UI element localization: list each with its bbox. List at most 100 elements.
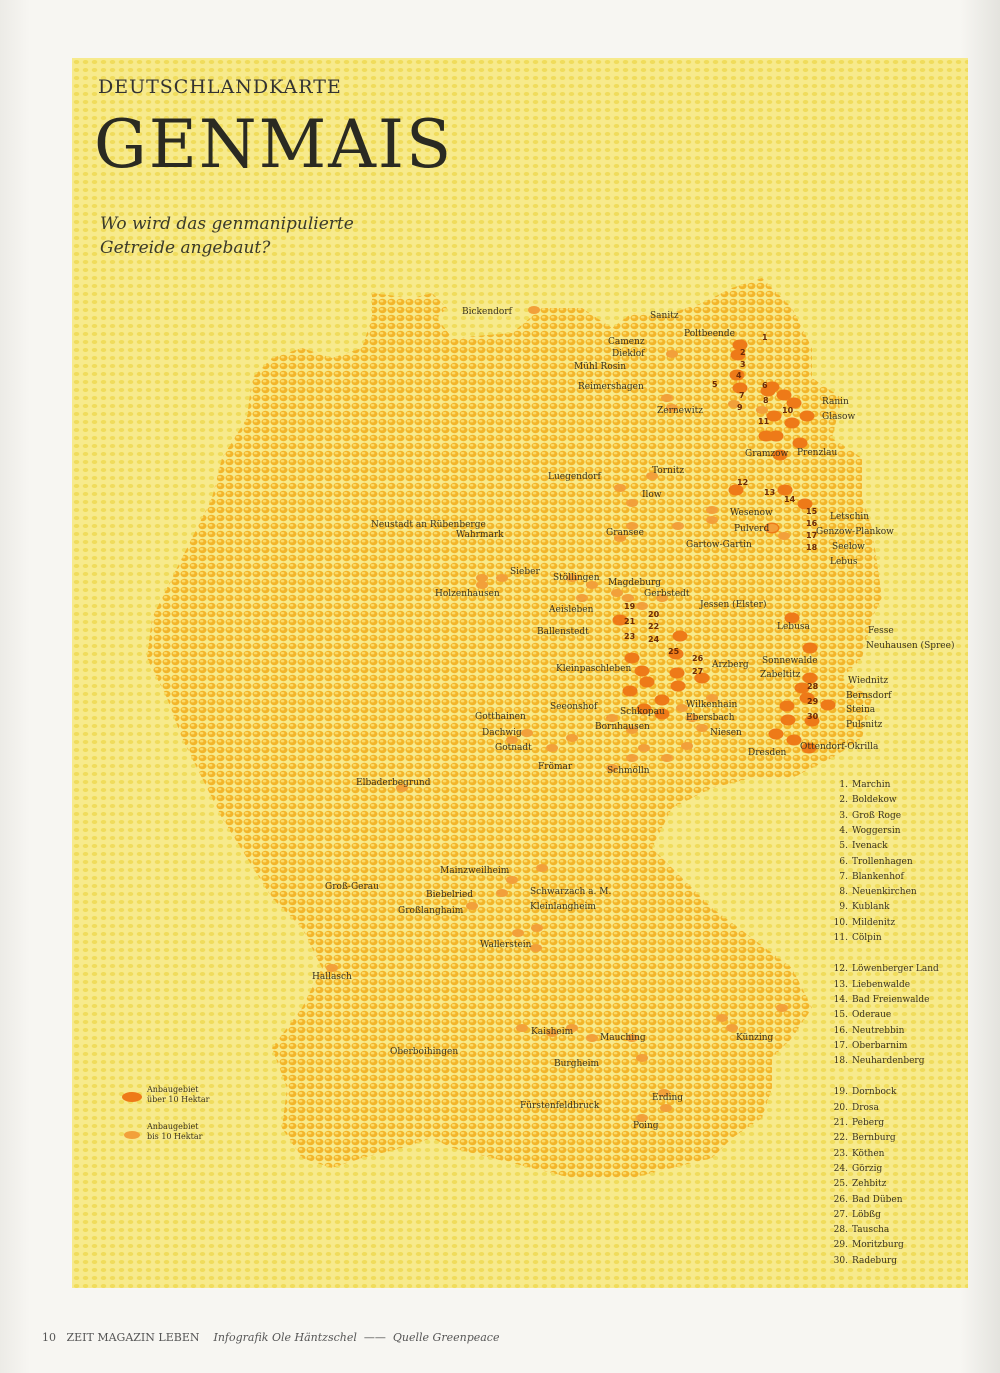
legend-item-name: Bernburg (852, 1133, 896, 1144)
legend-item-name: Bad Düben (852, 1194, 903, 1205)
legend-item: 19. Dornbock (826, 1087, 897, 1098)
legend-item-name: Zehbitz (852, 1179, 887, 1190)
place-label: Sieber (510, 567, 540, 577)
area-marker (546, 744, 558, 752)
area-marker (766, 524, 778, 532)
area-marker (622, 685, 638, 697)
marker-number: 19 (624, 602, 636, 611)
area-marker (802, 672, 818, 684)
place-label: Jessen (Elster) (700, 600, 767, 610)
place-label: Seeonshof (550, 702, 598, 712)
place-label: Biebelried (426, 890, 474, 900)
marker-number: 27 (692, 667, 703, 676)
area-marker (784, 417, 800, 429)
legend-item: 27. Löbßg (826, 1210, 881, 1221)
area-marker (764, 381, 780, 393)
area-marker (661, 754, 673, 762)
area-marker (804, 715, 820, 727)
legend-item-name: Löbßg (852, 1209, 881, 1220)
legend-item-number: 30. (833, 1255, 848, 1266)
place-label: Oberboihingen (390, 1047, 459, 1057)
area-marker (636, 703, 652, 715)
area-marker (780, 714, 796, 726)
marker-number: 29 (807, 697, 819, 706)
legend-item-number: 19. (833, 1087, 848, 1098)
area-marker (668, 648, 684, 660)
legend-item-name: Neuhardenberg (852, 1056, 925, 1067)
marker-number: 10 (782, 406, 794, 415)
subtitle-line-2: Getreide angebaut? (100, 238, 271, 258)
area-marker (776, 389, 792, 401)
marker-number: 14 (784, 495, 796, 504)
legend-item-number: 11. (833, 933, 848, 943)
legend-item-name: Dornbock (852, 1087, 897, 1098)
legend-item: 13. Liebenwalde (826, 980, 910, 991)
area-marker (776, 1004, 788, 1012)
place-label: Ilow (642, 490, 662, 500)
place-label: Seelow (832, 542, 865, 552)
marker-number: 18 (806, 543, 818, 552)
place-label: Schmölln (607, 766, 650, 776)
place-label: Dresden (748, 748, 787, 758)
legend-item-number: 1. (839, 780, 848, 790)
legend-item-number: 5. (839, 841, 848, 852)
area-marker (672, 630, 688, 642)
area-marker (694, 672, 710, 684)
marker-number: 4 (736, 371, 742, 380)
credit: Infografik Ole Häntzschel (213, 1331, 357, 1344)
marker-number: 13 (764, 488, 775, 497)
area-marker (777, 484, 793, 496)
kicker: DEUTSCHLANDKARTE (98, 76, 342, 98)
place-label: Genzow-Plankow (816, 527, 894, 537)
place-label: Bornhausen (595, 722, 650, 732)
magazine-name: ZEIT MAGAZIN LEBEN (66, 1331, 200, 1344)
large-area-label-2: über 10 Hektar (147, 1095, 210, 1104)
marker-number: 3 (740, 360, 746, 369)
place-label: Frömar (538, 762, 573, 772)
legend-item: 15. Oderaue (826, 1010, 892, 1021)
marker-number: 17 (806, 531, 817, 540)
subtitle-line-1: Wo wird das genmanipulierte (100, 214, 354, 234)
place-label: Pulverd (734, 524, 770, 534)
legend-item: 5. Ivenack (826, 841, 887, 852)
area-marker (476, 574, 488, 582)
area-marker (794, 682, 810, 694)
area-marker (670, 680, 686, 692)
legend-item-name: Marchin (852, 780, 891, 790)
place-label: Gartow-Gartin (686, 540, 752, 550)
source: Quelle Greenpeace (392, 1331, 500, 1344)
legend-item-number: 6. (839, 856, 848, 867)
area-marker (732, 339, 748, 351)
small-area-label-1: Anbaugebiet (147, 1122, 199, 1131)
area-marker (666, 404, 678, 412)
area-marker (586, 581, 598, 589)
place-label: Gerbstedt (644, 589, 690, 599)
area-marker (696, 724, 708, 732)
place-label: Erding (652, 1093, 684, 1103)
area-marker (476, 581, 488, 589)
marker-number: 23 (624, 632, 635, 641)
legend-item: 14. Bad Freienwalde (826, 995, 930, 1006)
legend-item: 7. Blankenhof (826, 872, 903, 883)
legend-item-number: 15. (833, 1010, 848, 1021)
place-label: Reimershagen (578, 382, 644, 392)
area-marker (611, 589, 623, 597)
legend-item: 20. Drosa (826, 1103, 879, 1114)
legend-item: 10. Mildenitz (826, 918, 895, 929)
legend-item-number: 28. (833, 1225, 848, 1236)
area-marker (506, 876, 518, 884)
place-label: Groß-Gerau (325, 882, 379, 892)
area-marker (706, 506, 718, 514)
area-marker (586, 1034, 598, 1042)
area-marker (801, 742, 817, 754)
place-label: Kaisheim (531, 1027, 574, 1037)
area-marker (646, 472, 658, 480)
marker-number: 25 (668, 647, 680, 656)
area-marker (728, 484, 744, 496)
place-label: Aeisleben (549, 605, 594, 615)
place-label: Dieklof (612, 349, 645, 359)
place-label: Ebersbach (686, 713, 735, 723)
area-marker (784, 612, 800, 624)
